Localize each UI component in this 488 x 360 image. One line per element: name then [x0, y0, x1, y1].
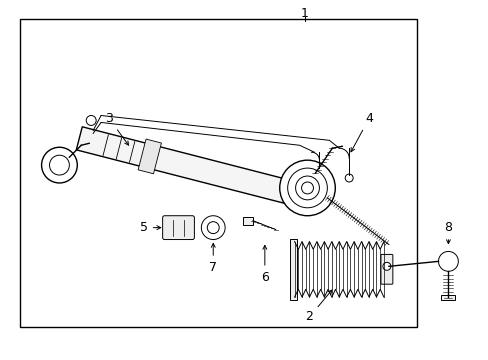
Text: 5: 5	[140, 221, 161, 234]
Circle shape	[41, 147, 77, 183]
FancyBboxPatch shape	[380, 255, 392, 284]
Polygon shape	[76, 127, 302, 206]
Circle shape	[382, 262, 390, 270]
Text: 3: 3	[105, 112, 128, 145]
Circle shape	[345, 174, 352, 182]
FancyBboxPatch shape	[163, 216, 194, 239]
Text: 1: 1	[300, 7, 308, 20]
Bar	[441, 295, 454, 300]
Circle shape	[49, 155, 69, 175]
Polygon shape	[138, 139, 161, 174]
Circle shape	[438, 251, 457, 271]
Text: 2: 2	[305, 290, 331, 323]
Text: 7: 7	[209, 243, 217, 274]
Text: 4: 4	[350, 112, 372, 152]
Bar	[243, 217, 252, 225]
Circle shape	[86, 116, 96, 125]
Circle shape	[316, 168, 322, 174]
Circle shape	[279, 160, 335, 216]
Circle shape	[201, 216, 224, 239]
Text: 6: 6	[261, 246, 268, 284]
Text: 8: 8	[444, 221, 451, 244]
Bar	[20, 19, 416, 327]
Circle shape	[207, 222, 219, 234]
Bar	[289, 239, 296, 300]
